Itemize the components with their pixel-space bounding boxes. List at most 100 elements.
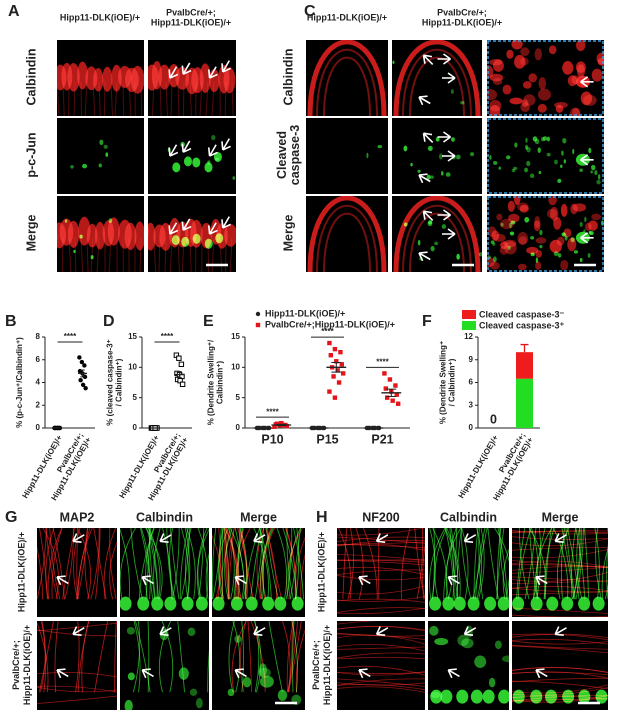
stain — [98, 81, 101, 116]
stain — [274, 596, 287, 611]
stain — [187, 627, 196, 637]
stain — [517, 202, 529, 212]
stain — [498, 166, 502, 170]
panel-letter: H — [316, 509, 328, 526]
stain — [567, 528, 580, 600]
stain — [316, 204, 378, 272]
y-tick-label-group: 2 — [36, 400, 41, 409]
stain — [493, 256, 497, 263]
stain — [507, 200, 515, 212]
data-point — [335, 368, 340, 373]
y-tick-label: 0 — [236, 423, 241, 432]
arrow — [56, 668, 69, 679]
stain — [487, 256, 495, 268]
data-point — [334, 359, 339, 364]
stain — [510, 220, 516, 225]
stain — [487, 528, 499, 600]
x-tick-label-group: Hipp11-DLK(iOE)/+ — [457, 433, 501, 500]
arrow — [422, 54, 434, 65]
stain — [227, 688, 235, 697]
stain — [73, 81, 76, 116]
stain — [484, 596, 497, 611]
stain — [300, 553, 305, 600]
stain — [557, 178, 562, 183]
y-tick-label-group: 3 — [469, 400, 474, 409]
stain — [523, 94, 536, 106]
column-header-group: Calbindin — [136, 510, 193, 524]
stain — [456, 253, 460, 260]
stain — [482, 689, 495, 704]
stain — [417, 239, 421, 246]
stain — [337, 566, 425, 576]
arrow — [554, 533, 567, 543]
stain — [555, 104, 564, 113]
stain — [562, 60, 574, 75]
micrograph-content — [512, 633, 608, 704]
panel-letter-group: D — [103, 313, 115, 330]
stain — [37, 695, 117, 704]
stain — [428, 220, 433, 225]
stain — [134, 621, 151, 693]
legend-label-group: Cleaved caspase-3⁺ — [479, 320, 565, 330]
micrograph — [57, 118, 144, 194]
data-point — [332, 395, 338, 400]
stain — [512, 580, 608, 585]
panel-letter: D — [103, 313, 115, 330]
legend-swatch — [462, 321, 476, 330]
column-header: Hipp11-DLK(iOE)/+ — [60, 12, 140, 22]
stain — [67, 220, 80, 248]
stain — [347, 528, 355, 600]
micrograph — [392, 196, 482, 272]
arrow — [418, 95, 431, 106]
stain — [524, 528, 537, 600]
stain — [575, 528, 586, 600]
stain — [247, 621, 253, 693]
stain — [526, 160, 531, 167]
y-tick-label-group: 9 — [469, 355, 474, 364]
stain — [73, 528, 81, 600]
stain — [544, 528, 552, 600]
stain — [512, 596, 525, 611]
data-point — [332, 346, 338, 352]
y-tick-label: 15 — [231, 332, 240, 341]
stain — [250, 528, 262, 600]
stain — [409, 56, 465, 116]
stain — [92, 81, 96, 116]
stain — [337, 682, 425, 686]
stain — [158, 621, 172, 693]
stain — [434, 241, 438, 246]
stain — [553, 528, 569, 600]
stain — [452, 528, 458, 600]
micrograph-content — [489, 136, 601, 185]
stain — [49, 528, 61, 600]
arrow — [168, 66, 179, 79]
data-point — [179, 381, 186, 388]
stain — [469, 152, 475, 157]
stain — [426, 174, 431, 180]
arrow — [580, 154, 594, 166]
stain — [591, 164, 596, 171]
x-tick-label-group: PvalbCre/+;Hipp11-DLK(iOE)/+ — [49, 431, 93, 502]
stain — [429, 175, 434, 179]
micrograph-content — [429, 625, 509, 704]
stain — [196, 528, 209, 600]
column-header: Merge — [240, 510, 277, 524]
stain — [446, 528, 461, 600]
stain — [153, 528, 161, 600]
stain — [460, 528, 472, 600]
micrograph-content — [487, 40, 604, 116]
legend-label-group: PvalbCre/+;Hipp11-DLK(iOE)/+ — [265, 319, 395, 329]
data-point — [78, 378, 83, 383]
stain — [140, 528, 154, 600]
stain — [337, 625, 425, 631]
significance-label-group: **** — [161, 332, 174, 341]
stain — [393, 40, 481, 116]
data-point — [395, 401, 401, 406]
stain — [124, 222, 137, 251]
stain — [38, 621, 54, 693]
stain — [145, 528, 154, 600]
legend-label: Cleaved caspase-3⁺ — [479, 320, 565, 330]
stain — [172, 528, 180, 600]
y-tick-label: 8 — [36, 332, 41, 341]
stain — [95, 528, 101, 600]
